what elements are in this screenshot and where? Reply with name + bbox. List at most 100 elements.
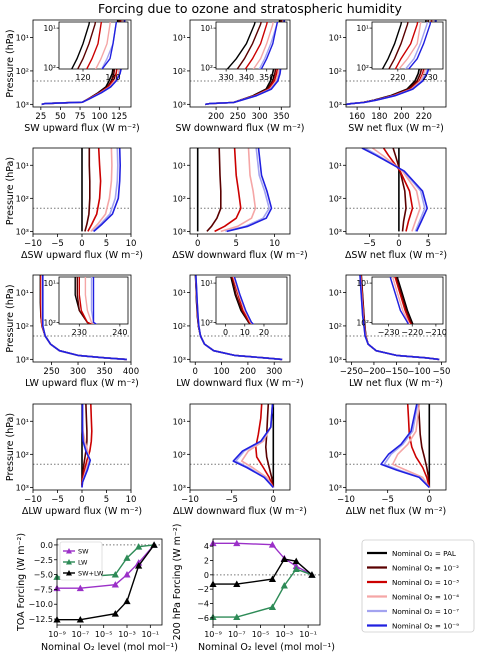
inset-x-tick-label: −230: [378, 328, 400, 337]
inset-series-group: [226, 22, 279, 69]
x-tick-label: −10: [24, 495, 42, 505]
series-line-1e-9: [380, 404, 430, 488]
inset-series-line-pal: [74, 277, 93, 324]
x-tick-label: −100: [407, 367, 430, 377]
y-tick-label: 10²: [16, 450, 29, 459]
x-tick-label: 0: [427, 495, 432, 505]
x-axis-label: ΔSW net flux (W m⁻²): [345, 250, 447, 261]
series-group: [380, 404, 431, 488]
marker-SWLW: [233, 580, 241, 588]
marker-SWLW: [280, 555, 288, 562]
y-tick-label: −5.0: [34, 571, 53, 580]
inset-sw-down: 330 340 350 10¹ 10²: [200, 21, 288, 82]
x-tick-label: 10: [126, 495, 137, 505]
inset-series-line-1e-4: [252, 22, 274, 69]
series-group: [39, 275, 127, 361]
x-tick-label: 350: [96, 367, 112, 377]
series-line-1e-9: [361, 148, 428, 232]
x-tick-label: 200: [393, 112, 409, 122]
x-axis-label: SW downward flux (W m⁻²): [175, 123, 304, 134]
panel-dlw-down: −10 −5 0 10³ 10² 10¹ ΔLW downward flux (W m⁻²): [173, 403, 307, 517]
marker-LW: [268, 603, 277, 610]
x-axis-label: ΔSW upward flux (W m⁻²): [21, 250, 143, 261]
figure-legend: Nominal O₂ = PAL Nominal O₂ = 10⁻² Nominal…: [361, 539, 475, 633]
y-tick-label: 10³: [16, 483, 29, 492]
series-line-1e-2: [392, 148, 407, 232]
axes-frame: [56, 538, 163, 626]
y-tick-label: 10²: [16, 194, 29, 203]
marker-SW: [76, 584, 84, 592]
axes-frame: [345, 147, 447, 235]
marker-SW: [268, 541, 277, 548]
y-tick-label: 4: [204, 542, 209, 551]
marker-SWLW: [268, 575, 277, 583]
x-tick-label: 10⁻¹: [142, 630, 160, 639]
x-tick-label: 180: [371, 112, 387, 122]
x-tick-label: −5: [51, 239, 64, 249]
y-tick-label: 10²: [16, 322, 29, 331]
inset-x-tick-label: 350: [259, 73, 274, 82]
x-tick-label: 200: [240, 367, 256, 377]
inset-series-line-pal: [396, 277, 414, 324]
x-tick-label: −50: [433, 367, 451, 377]
panel-sw-up: 25 50 75 100 125 10³ 10² 10¹ SW upward flux (W m…: [5, 19, 140, 134]
series-line-1e-4: [372, 148, 421, 232]
inset-sw-net: 220 230 10¹ 10²: [356, 21, 444, 82]
x-tick-label: −10: [181, 495, 199, 505]
inset-x-tick-label: 230: [422, 73, 437, 82]
inset-y-tick-label: 10¹: [356, 279, 369, 288]
y-tick-label: 10¹: [16, 161, 29, 170]
y-tick-label: 10²: [173, 67, 186, 76]
x-tick-label: 10⁻⁹: [204, 630, 222, 639]
inset-series-line-1e-9: [260, 22, 279, 69]
y-tick-label: 10²: [173, 322, 186, 331]
x-tick-label: 200: [208, 112, 224, 122]
y-axis-label: Pressure (hPa): [5, 413, 16, 481]
inset-series-line-1e-3: [231, 277, 253, 324]
inset-series-line-1e-3: [394, 277, 412, 324]
y-tick-label: 10³: [173, 227, 186, 236]
panel-lw-up: 250 300 350 400 10³ 10² 10¹ LW upward flux (W m…: [5, 274, 139, 389]
y-axis-label: Pressure (hPa): [5, 29, 16, 97]
y-tick-label: 10¹: [329, 288, 342, 297]
x-tick-label: 10⁻¹: [299, 630, 317, 639]
x-axis-label: ΔLW net flux (W m⁻²): [346, 506, 447, 517]
y-tick-label: 10¹: [173, 161, 186, 170]
inset-series-line-1e-4: [84, 277, 96, 324]
x-tick-label: −250: [340, 367, 363, 377]
y-axis-label: TOA Forcing (W m⁻²): [16, 533, 27, 632]
y-tick-label: 10³: [329, 100, 342, 109]
x-tick-label: 400: [123, 367, 139, 377]
x-tick-label: 5: [104, 239, 109, 249]
panel-dlw-net: −10 −5 0 10³ 10² 10¹ ΔLW net flux (W m⁻²): [329, 403, 447, 517]
inset-series-line-1e-3: [244, 22, 268, 69]
y-tick-label: −12.5: [28, 615, 53, 624]
series-line-1e-2: [265, 404, 275, 488]
inset-series-line-1e-9: [92, 277, 98, 324]
axes-frame: [189, 403, 291, 491]
inset-y-tick-label: 10¹: [200, 279, 213, 288]
x-tick-label: 0: [193, 367, 198, 377]
inset-frame: [215, 276, 288, 325]
legend-marker-LW: [66, 559, 72, 565]
y-tick-label: 0: [204, 571, 209, 580]
marker-SWLW: [150, 541, 158, 548]
inset-x-tick-label: 120: [75, 73, 90, 82]
series-group: [359, 275, 440, 361]
x-axis-label: ΔLW downward flux (W m⁻²): [173, 506, 307, 517]
inset-x-tick-label: 130: [105, 73, 120, 82]
y-tick-label: 10³: [329, 483, 342, 492]
x-tick-label: 50: [55, 112, 66, 122]
x-tick-label: 160: [349, 112, 365, 122]
x-tick-label: 5: [233, 239, 238, 249]
x-tick-label: 10⁻³: [276, 630, 294, 639]
series-line-1e-3: [406, 404, 431, 488]
series-line-1e-9: [93, 148, 121, 233]
x-axis-label: SW upward flux (W m⁻²): [24, 123, 139, 134]
x-tick-label: 10⁻⁵: [252, 630, 270, 639]
series-line-1e-7: [92, 148, 119, 232]
forcing-line-LW: [213, 568, 313, 618]
series-line-1e-9: [42, 275, 127, 361]
